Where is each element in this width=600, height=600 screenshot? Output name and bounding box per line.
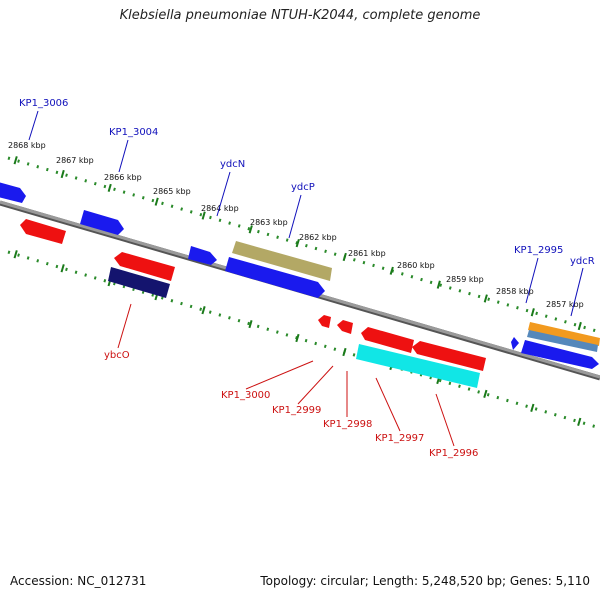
ruler-tick	[295, 239, 300, 248]
gene-forward-2[interactable]	[80, 210, 124, 235]
ruler-tick	[60, 169, 65, 179]
gene-forward-3[interactable]	[188, 246, 217, 265]
gene-forward-olive[interactable]	[232, 241, 332, 281]
gene-label-kp1-3004[interactable]: KP1_3004	[109, 127, 158, 138]
kbp-label: 2863 kbp	[250, 218, 288, 227]
gene-reverse-cyan[interactable]	[356, 344, 480, 388]
gene-reverse-1[interactable]	[20, 219, 66, 244]
ruler-tick	[389, 266, 394, 275]
leader-line	[28, 110, 39, 141]
leader-line	[288, 194, 302, 239]
leader-line	[216, 171, 231, 217]
ruler-tick	[483, 294, 488, 303]
kbp-label: 2857 kbp	[546, 300, 584, 309]
kbp-label: 2862 kbp	[299, 233, 337, 242]
gene-reverse-2[interactable]	[114, 252, 175, 281]
ruler-tick	[436, 280, 441, 289]
ruler-tick	[342, 252, 347, 262]
kbp-label: 2867 kbp	[56, 156, 94, 165]
gene-reverse-4[interactable]	[337, 320, 353, 334]
gene-label-kp1-2995[interactable]: KP1_2995	[514, 245, 563, 256]
gene-features	[0, 182, 600, 388]
ruler-tick	[60, 264, 65, 273]
ruler-tick	[248, 320, 253, 329]
kbp-label: 2868 kbp	[8, 141, 46, 150]
gene-label-ybco[interactable]: ybcO	[104, 350, 130, 361]
kbp-labels: 2868 kbp 2867 kbp 2866 kbp 2865 kbp 2864…	[8, 141, 584, 309]
gene-label-kp1-2996[interactable]: KP1_2996	[429, 448, 478, 459]
gene-forward-1[interactable]	[0, 182, 26, 203]
ruler-tick	[530, 308, 535, 317]
ruler-tick	[577, 321, 582, 331]
genome-title: Klebsiella pneumoniae NTUH-K2044, comple…	[119, 8, 481, 23]
gene-forward-orange[interactable]	[528, 322, 600, 346]
kbp-label: 2864 kbp	[201, 204, 239, 213]
gene-labels-top: KP1_3006 KP1_3004 ydcN ydcP KP1_2995 ydc…	[19, 98, 595, 317]
gene-label-kp1-3006[interactable]: KP1_3006	[19, 98, 68, 109]
gene-forward-6[interactable]	[521, 340, 599, 369]
gene-labels-bottom: ybcO KP1_3000 KP1_2999 KP1_2998 KP1_2997…	[104, 303, 478, 459]
ruler-tick	[201, 306, 206, 315]
ruler-tick	[295, 333, 300, 343]
gene-label-kp1-3000[interactable]: KP1_3000	[221, 390, 270, 401]
leader-line	[375, 377, 401, 432]
kbp-label: 2858 kbp	[496, 287, 534, 296]
leader-line	[245, 360, 314, 390]
ruler-tick	[107, 183, 112, 192]
gene-label-kp1-2999[interactable]: KP1_2999	[272, 405, 321, 416]
ruler-tick	[13, 156, 18, 165]
leader-line	[525, 257, 539, 304]
leader-line	[297, 365, 334, 405]
kbp-label: 2866 kbp	[104, 173, 142, 182]
kbp-label: 2861 kbp	[348, 249, 386, 258]
ruler-tick	[201, 211, 206, 220]
leader-line	[118, 139, 129, 173]
ruler-tick	[248, 225, 253, 234]
ruler-tick	[13, 250, 18, 259]
gene-label-ydcr[interactable]: ydcR	[570, 256, 595, 267]
gene-label-ydcp[interactable]: ydcP	[291, 182, 315, 193]
leader-line	[435, 393, 455, 447]
kbp-label: 2860 kbp	[397, 261, 435, 270]
leader-line	[117, 303, 132, 349]
ruler-tick	[154, 197, 159, 206]
leader-line	[570, 267, 584, 317]
gene-label-kp1-2997[interactable]: KP1_2997	[375, 433, 424, 444]
gene-forward-steel[interactable]	[527, 330, 598, 352]
gene-reverse-6[interactable]	[412, 341, 486, 371]
ruler-ticks	[13, 156, 582, 426]
ruler-tick	[483, 389, 488, 398]
gene-forward-5[interactable]	[511, 337, 519, 350]
ruler-tick	[530, 403, 535, 412]
gene-reverse-5[interactable]	[361, 327, 414, 353]
gene-reverse-navy[interactable]	[108, 267, 170, 298]
ruler-tick	[577, 417, 582, 426]
kbp-label: 2859 kbp	[446, 275, 484, 284]
genome-summary-text: Topology: circular; Length: 5,248,520 bp…	[260, 574, 590, 588]
gene-forward-4[interactable]	[225, 257, 325, 298]
kbp-label: 2865 kbp	[153, 187, 191, 196]
gene-reverse-3[interactable]	[318, 315, 331, 328]
gene-label-kp1-2998[interactable]: KP1_2998	[323, 419, 372, 430]
gene-label-ydcn[interactable]: ydcN	[220, 159, 245, 170]
ruler-tick	[342, 347, 347, 357]
accession-text: Accession: NC_012731	[10, 574, 147, 588]
